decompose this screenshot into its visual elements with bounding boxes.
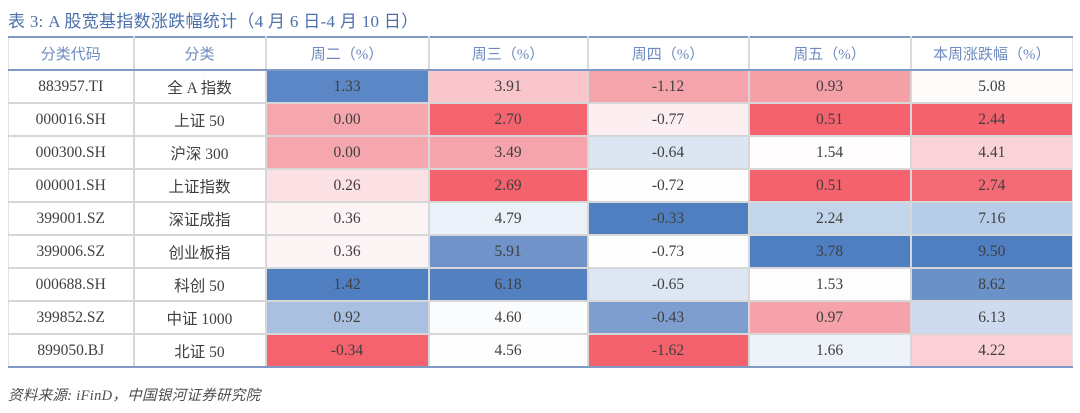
value-cell: -0.34 [264,333,430,368]
value-cell: 6.18 [427,267,589,302]
table-row: 000016.SH 上证 50 0.00 2.70 -0.77 0.51 2.44 [8,102,1073,137]
column-header-friday: 周五（%） [747,36,912,71]
table-row: 883957.TI 全 A 指数 1.33 3.91 -1.12 0.93 5.08 [8,69,1073,104]
table-row: 000001.SH 上证指数 0.26 2.69 -0.72 0.51 2.74 [8,168,1073,203]
value-cell: 4.79 [427,201,589,236]
value-cell: 3.49 [427,135,589,170]
table-header: 分类代码 分类 周二（%） 周三（%） 周四（%） 周五（%） 本周涨跌幅（%） [8,36,1073,71]
value-cell: 5.08 [909,69,1073,104]
value-cell: 5.91 [427,234,589,269]
value-cell: 2.70 [427,102,589,137]
index-code-cell: 899050.BJ [8,333,135,368]
value-cell: 8.62 [909,267,1073,302]
value-cell: 0.00 [264,135,430,170]
table-row: 399852.SZ 中证 1000 0.92 4.60 -0.43 0.97 6.13 [8,300,1073,335]
value-cell: 1.54 [747,135,912,170]
value-cell: -0.65 [586,267,750,302]
value-cell: -0.72 [586,168,750,203]
value-cell: 4.56 [427,333,589,368]
column-header-week-change: 本周涨跌幅（%） [909,36,1073,71]
column-header-wednesday: 周三（%） [427,36,589,71]
index-code-cell: 399852.SZ [8,300,135,335]
index-name-cell: 科创 50 [132,267,267,302]
column-header-name: 分类 [132,36,267,71]
value-cell: -1.12 [586,69,750,104]
table-row: 000688.SH 科创 50 1.42 6.18 -0.65 1.53 8.62 [8,267,1073,302]
value-cell: 4.41 [909,135,1073,170]
value-cell: 0.92 [264,300,430,335]
index-name-cell: 上证指数 [132,168,267,203]
value-cell: 9.50 [909,234,1073,269]
value-cell: 4.22 [909,333,1073,368]
value-cell: 1.33 [264,69,430,104]
value-cell: -0.73 [586,234,750,269]
column-header-thursday: 周四（%） [586,36,750,71]
value-cell: 2.74 [909,168,1073,203]
value-cell: 0.00 [264,102,430,137]
index-name-cell: 深证成指 [132,201,267,236]
index-name-cell: 中证 1000 [132,300,267,335]
value-cell: 0.97 [747,300,912,335]
value-cell: 0.51 [747,102,912,137]
index-code-cell: 399001.SZ [8,201,135,236]
index-code-cell: 883957.TI [8,69,135,104]
value-cell: -0.43 [586,300,750,335]
value-cell: 0.36 [264,201,430,236]
value-cell: -0.33 [586,201,750,236]
value-cell: 4.60 [427,300,589,335]
value-cell: -0.64 [586,135,750,170]
value-cell: 2.69 [427,168,589,203]
value-cell: 3.78 [747,234,912,269]
table-row: 000300.SH 沪深 300 0.00 3.49 -0.64 1.54 4.41 [8,135,1073,170]
value-cell: 0.36 [264,234,430,269]
index-name-cell: 全 A 指数 [132,69,267,104]
value-cell: 0.93 [747,69,912,104]
index-code-cell: 000001.SH [8,168,135,203]
value-cell: -0.77 [586,102,750,137]
value-cell: 2.44 [909,102,1073,137]
index-code-cell: 399006.SZ [8,234,135,269]
index-name-cell: 沪深 300 [132,135,267,170]
value-cell: -1.62 [586,333,750,368]
table-row: 399001.SZ 深证成指 0.36 4.79 -0.33 2.24 7.16 [8,201,1073,236]
value-cell: 0.51 [747,168,912,203]
table-body: 883957.TI 全 A 指数 1.33 3.91 -1.12 0.93 5.08 0000… [8,69,1073,368]
value-cell: 0.26 [264,168,430,203]
source-note: 资料来源: iFinD，中国银河证券研究院 [8,388,261,404]
value-cell: 6.13 [909,300,1073,335]
value-cell: 1.42 [264,267,430,302]
column-header-code: 分类代码 [8,36,135,71]
value-cell: 1.66 [747,333,912,368]
index-code-cell: 000300.SH [8,135,135,170]
value-cell: 3.91 [427,69,589,104]
index-code-cell: 000688.SH [8,267,135,302]
table-title: 表 3: A 股宽基指数涨跌幅统计（4 月 6 日-4 月 10 日） [8,12,419,31]
index-name-cell: 北证 50 [132,333,267,368]
index-returns-table: 分类代码 分类 周二（%） 周三（%） 周四（%） 周五（%） 本周涨跌幅（%）… [8,36,1073,368]
value-cell: 2.24 [747,201,912,236]
value-cell: 1.53 [747,267,912,302]
index-name-cell: 创业板指 [132,234,267,269]
table-row: 399006.SZ 创业板指 0.36 5.91 -0.73 3.78 9.50 [8,234,1073,269]
index-code-cell: 000016.SH [8,102,135,137]
table-row: 899050.BJ 北证 50 -0.34 4.56 -1.62 1.66 4.22 [8,333,1073,368]
index-name-cell: 上证 50 [132,102,267,137]
value-cell: 7.16 [909,201,1073,236]
column-header-tuesday: 周二（%） [264,36,430,71]
